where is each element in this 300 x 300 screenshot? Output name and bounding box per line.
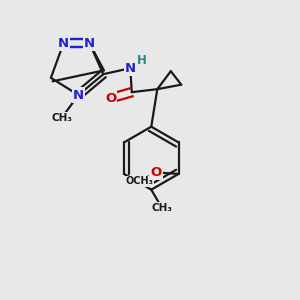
Text: O: O	[150, 166, 162, 179]
Text: N: N	[125, 62, 136, 75]
Text: O: O	[105, 92, 116, 105]
Text: N: N	[58, 37, 69, 50]
Text: CH₃: CH₃	[151, 203, 172, 213]
Text: OCH₃: OCH₃	[126, 176, 154, 186]
Text: N: N	[73, 88, 84, 101]
Text: N: N	[84, 37, 95, 50]
Text: H: H	[137, 54, 147, 67]
Text: CH₃: CH₃	[51, 112, 72, 122]
